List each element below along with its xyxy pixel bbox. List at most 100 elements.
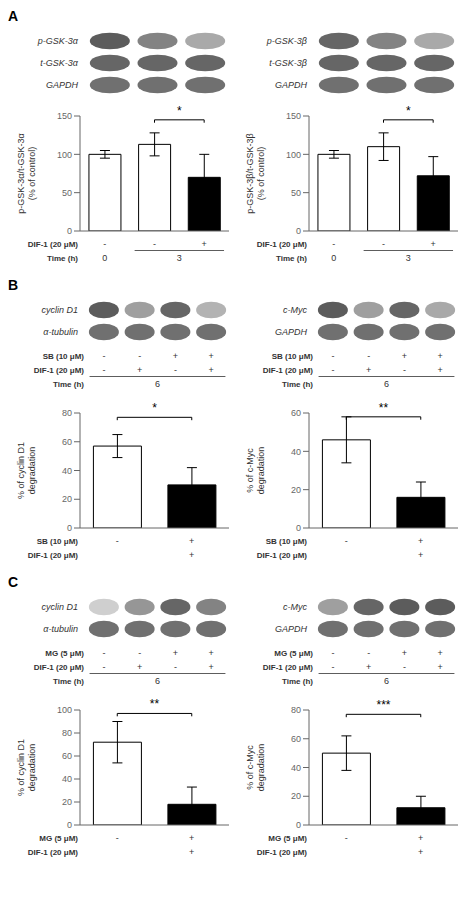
svg-text:3: 3	[406, 253, 411, 263]
svg-text:6: 6	[384, 676, 389, 686]
svg-text:+: +	[437, 648, 442, 658]
svg-text:40: 40	[62, 466, 72, 476]
svg-text:Time (h): Time (h)	[53, 677, 84, 686]
svg-text:p-GSK-3β: p-GSK-3β	[266, 36, 307, 46]
svg-text:-: -	[174, 662, 177, 672]
svg-text:+: +	[366, 365, 371, 375]
svg-text:SB (10 μM): SB (10 μM)	[43, 352, 85, 361]
svg-text:-: -	[403, 365, 406, 375]
svg-text:Time (h): Time (h)	[282, 677, 313, 686]
svg-text:+: +	[137, 365, 142, 375]
svg-text:+: +	[366, 662, 371, 672]
svg-text:DIF-1 (20 μM): DIF-1 (20 μM)	[257, 240, 308, 249]
svg-text:DIF-1 (20 μM): DIF-1 (20 μM)	[257, 848, 308, 857]
svg-text:+: +	[418, 550, 423, 560]
svg-text:**: **	[150, 697, 160, 711]
svg-text:80: 80	[62, 408, 72, 418]
svg-text:60: 60	[291, 408, 301, 418]
svg-text:80: 80	[62, 728, 72, 738]
svg-text:+: +	[402, 648, 407, 658]
svg-text:-: -	[331, 365, 334, 375]
svg-text:+: +	[189, 847, 194, 857]
svg-text:50: 50	[291, 188, 301, 198]
svg-text:*: *	[406, 104, 411, 118]
svg-text:100: 100	[286, 150, 301, 160]
svg-text:t-GSK-3β: t-GSK-3β	[269, 58, 307, 68]
svg-text:+: +	[202, 239, 207, 249]
svg-text:+: +	[208, 351, 213, 361]
svg-text:0: 0	[102, 253, 107, 263]
svg-text:+: +	[431, 239, 436, 249]
svg-text:c-Myc: c-Myc	[283, 305, 307, 315]
svg-text:DIF-1 (20 μM): DIF-1 (20 μM)	[34, 366, 85, 375]
svg-text:-: -	[331, 662, 334, 672]
svg-text:-: -	[116, 833, 119, 843]
svg-text:-: -	[331, 648, 334, 658]
svg-text:40: 40	[62, 774, 72, 784]
svg-text:Time (h): Time (h)	[53, 380, 84, 389]
svg-text:cyclin D1: cyclin D1	[41, 602, 78, 612]
svg-text:DIF-1 (20 μM): DIF-1 (20 μM)	[28, 551, 79, 560]
svg-text:20: 20	[291, 485, 301, 495]
svg-text:60: 60	[62, 437, 72, 447]
svg-text:-: -	[367, 648, 370, 658]
svg-text:20: 20	[62, 494, 72, 504]
svg-text:α-tubulin: α-tubulin	[43, 327, 78, 337]
svg-text:6: 6	[384, 379, 389, 389]
svg-text:MG (5 μM): MG (5 μM)	[274, 649, 313, 658]
svg-text:100: 100	[57, 150, 72, 160]
svg-text:+: +	[418, 847, 423, 857]
svg-text:-: -	[102, 365, 105, 375]
svg-text:p-GSK-3α/t-GSK-3α(% of control: p-GSK-3α/t-GSK-3α(% of control)	[16, 133, 37, 213]
svg-text:MG (5 μM): MG (5 μM)	[45, 649, 84, 658]
svg-text:Time (h): Time (h)	[47, 254, 78, 263]
svg-text:-: -	[174, 365, 177, 375]
svg-text:***: ***	[376, 698, 390, 712]
svg-text:% of cyclin D1degradation: % of cyclin D1degradation	[16, 442, 37, 499]
svg-text:-: -	[332, 239, 335, 249]
svg-text:DIF-1 (20 μM): DIF-1 (20 μM)	[257, 551, 308, 560]
svg-text:MG (5 μM): MG (5 μM)	[39, 834, 78, 843]
svg-text:-: -	[153, 239, 156, 249]
svg-text:cyclin D1: cyclin D1	[41, 305, 78, 315]
svg-text:0: 0	[331, 253, 336, 263]
svg-text:+: +	[437, 662, 442, 672]
svg-text:40: 40	[291, 763, 301, 773]
svg-text:GAPDH: GAPDH	[275, 80, 308, 90]
svg-text:**: **	[379, 401, 389, 415]
svg-text:80: 80	[291, 705, 301, 715]
svg-text:0: 0	[296, 820, 301, 830]
svg-text:p-GSK-3β/t-GSK-3β(% of control: p-GSK-3β/t-GSK-3β(% of control)	[245, 133, 266, 213]
svg-text:% of c-Mycdegradation: % of c-Mycdegradation	[245, 744, 266, 792]
svg-text:0: 0	[296, 226, 301, 236]
svg-text:-: -	[367, 351, 370, 361]
svg-text:0: 0	[296, 523, 301, 533]
svg-text:c-Myc: c-Myc	[283, 602, 307, 612]
svg-text:-: -	[345, 536, 348, 546]
svg-text:20: 20	[62, 797, 72, 807]
svg-text:50: 50	[62, 188, 72, 198]
svg-text:SB (10 μM): SB (10 μM)	[266, 537, 308, 546]
svg-text:-: -	[138, 351, 141, 361]
svg-text:GAPDH: GAPDH	[275, 327, 308, 337]
svg-text:100: 100	[57, 705, 72, 715]
svg-text:+: +	[189, 550, 194, 560]
svg-text:-: -	[102, 648, 105, 658]
svg-text:SB (10 μM): SB (10 μM)	[272, 352, 314, 361]
svg-text:-: -	[403, 662, 406, 672]
svg-text:+: +	[437, 365, 442, 375]
svg-text:+: +	[208, 662, 213, 672]
svg-text:+: +	[189, 536, 194, 546]
svg-text:SB (10 μM): SB (10 μM)	[37, 537, 79, 546]
svg-text:0: 0	[67, 226, 72, 236]
svg-text:MG (5 μM): MG (5 μM)	[268, 834, 307, 843]
svg-text:150: 150	[286, 111, 301, 121]
svg-text:150: 150	[57, 111, 72, 121]
svg-text:0: 0	[67, 820, 72, 830]
svg-text:-: -	[103, 239, 106, 249]
svg-text:+: +	[173, 351, 178, 361]
svg-text:+: +	[173, 648, 178, 658]
svg-text:60: 60	[62, 751, 72, 761]
svg-text:Time (h): Time (h)	[282, 380, 313, 389]
svg-text:p-GSK-3α: p-GSK-3α	[37, 36, 79, 46]
